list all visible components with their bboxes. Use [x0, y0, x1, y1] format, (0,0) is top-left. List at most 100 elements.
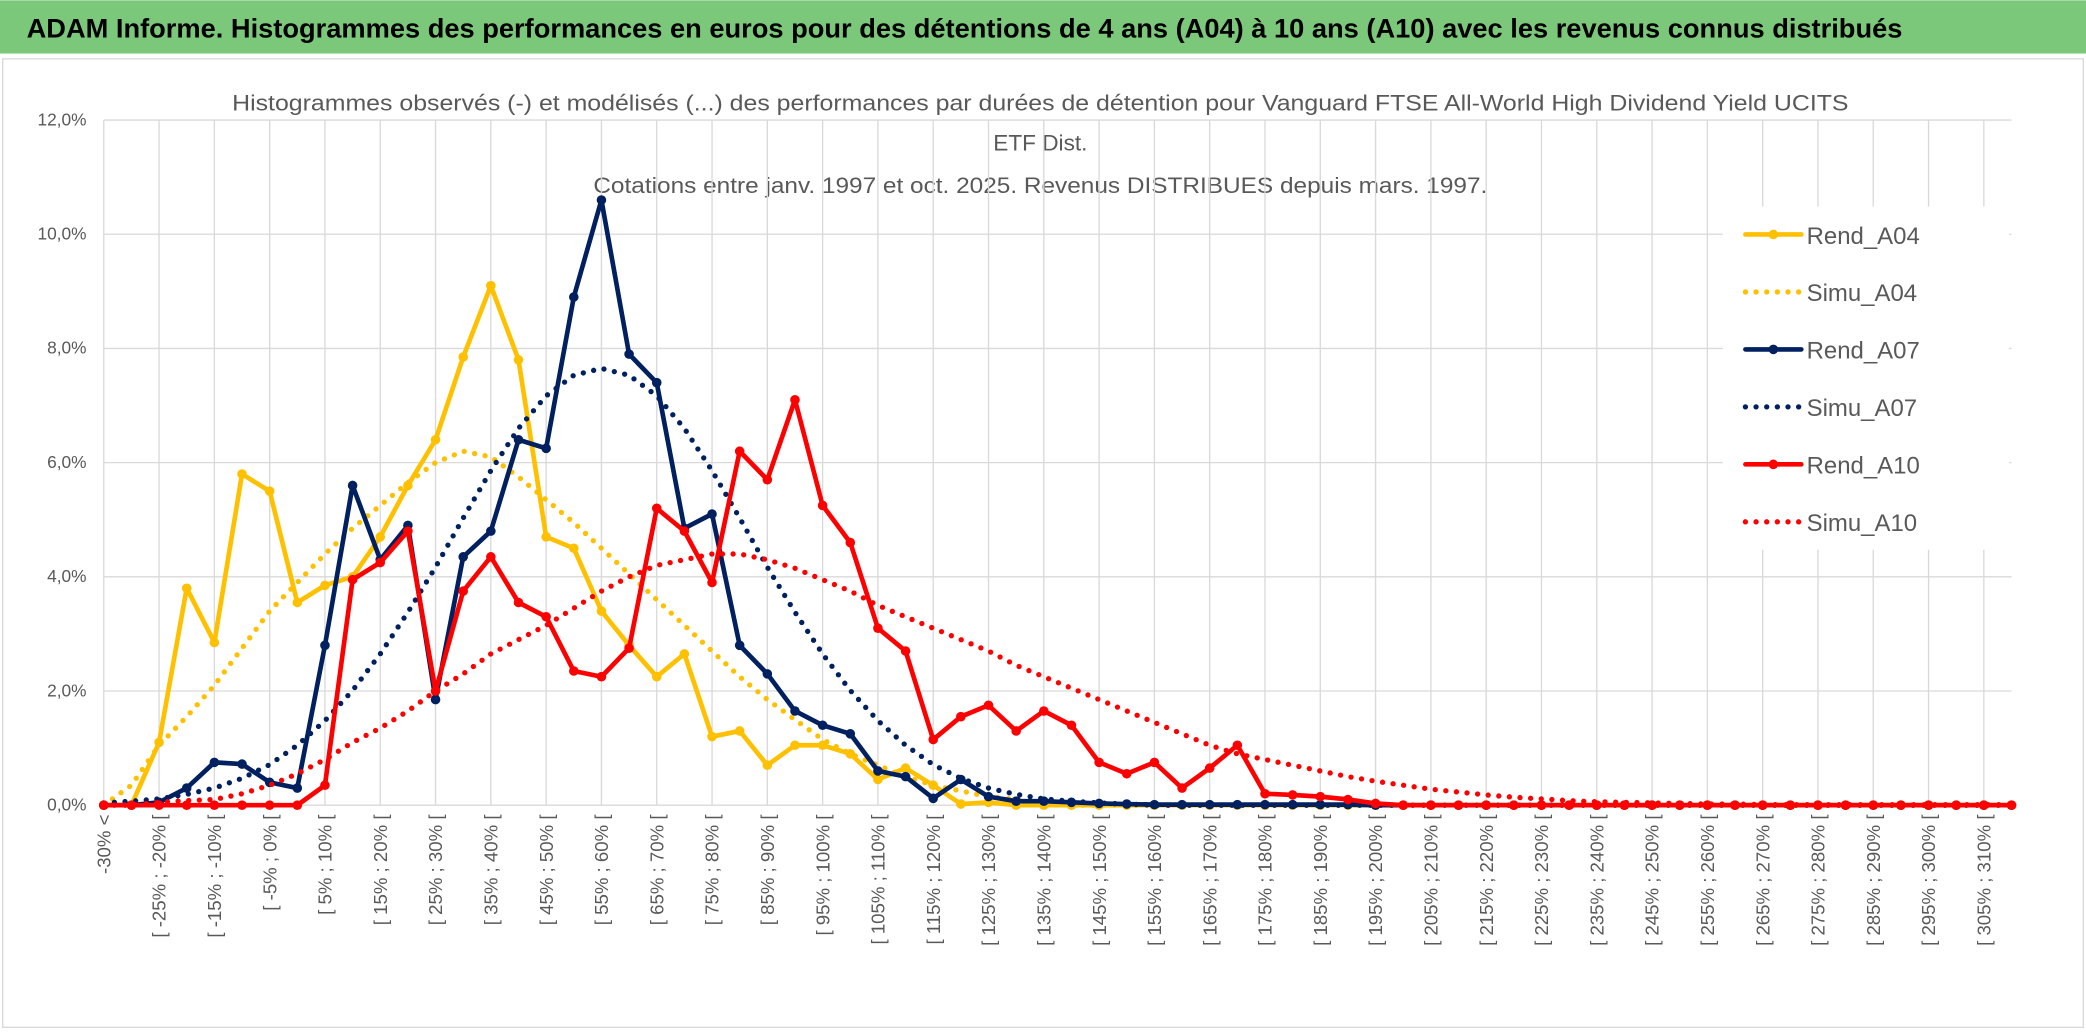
y-tick-label: 10,0% — [37, 224, 86, 244]
x-tick-label: [ 65% ; 70% [ — [646, 814, 667, 926]
data-point — [651, 377, 662, 388]
legend-label: Rend_A10 — [1807, 453, 1920, 480]
x-tick-label: [ 185% ; 190% [ — [1310, 814, 1331, 946]
data-point — [956, 711, 966, 722]
data-point — [209, 800, 220, 810]
data-point — [1094, 757, 1104, 768]
data-point — [181, 783, 192, 793]
y-tick-label: 0,0% — [47, 795, 86, 815]
data-point — [1370, 798, 1381, 809]
x-tick-label: [ 35% ; 40% [ — [480, 814, 501, 926]
data-point — [900, 646, 911, 656]
series-line — [101, 551, 2015, 808]
series-line — [101, 365, 2015, 808]
data-point — [1232, 740, 1243, 751]
data-point — [1343, 794, 1353, 805]
data-point — [679, 526, 690, 536]
data-point — [458, 586, 468, 596]
x-tick-label: [ 205% ; 210% [ — [1421, 814, 1442, 946]
data-point — [596, 195, 607, 205]
data-point — [237, 800, 247, 810]
data-point — [734, 726, 745, 736]
data-point — [1177, 783, 1187, 793]
x-tick-label: [ 55% ; 60% [ — [591, 814, 612, 926]
data-point — [707, 509, 717, 519]
data-point — [181, 583, 192, 594]
y-tick-label: 8,0% — [47, 338, 86, 358]
data-point — [430, 434, 441, 445]
data-point — [790, 740, 800, 751]
data-point — [1398, 800, 1409, 810]
data-point — [845, 537, 856, 548]
data-point — [1785, 800, 1796, 810]
chart-title: Histogrammes observés (-) et modélisés (… — [232, 91, 1848, 116]
x-tick-label: -30% < — [93, 815, 114, 874]
data-point — [486, 280, 496, 291]
x-tick-label: [ 125% ; 130% [ — [978, 814, 999, 946]
x-tick-label: [ 145% ; 150% [ — [1089, 814, 1110, 946]
y-tick-label: 6,0% — [47, 452, 86, 472]
x-tick-label: [ 95% ; 100% [ — [812, 814, 833, 936]
data-point — [541, 443, 551, 454]
data-point — [292, 597, 303, 608]
x-tick-label: [ 105% ; 110% [ — [868, 814, 889, 945]
x-tick-label: [ 85% ; 90% [ — [757, 814, 778, 926]
data-point — [541, 532, 551, 542]
x-tick-label: [ 5% ; 10% [ — [315, 814, 336, 915]
y-tick-label: 4,0% — [47, 566, 86, 586]
x-tick-label: [ 215% ; 220% [ — [1476, 814, 1497, 946]
x-tick-label: [ 155% ; 160% [ — [1144, 814, 1165, 946]
x-tick-label: [ 235% ; 240% [ — [1586, 814, 1607, 946]
x-tick-label: [ -15% ; -10% [ — [204, 814, 225, 938]
legend-label: Simu_A07 — [1807, 395, 1917, 422]
data-point — [513, 434, 524, 445]
chart-border — [1, 58, 2085, 1029]
x-tick-label: [ 225% ; 230% [ — [1531, 814, 1552, 946]
data-point — [624, 643, 634, 653]
data-point — [264, 486, 275, 496]
data-point — [513, 355, 524, 365]
data-point — [292, 800, 303, 810]
x-tick-label: [ 175% ; 180% [ — [1255, 814, 1276, 946]
data-point — [1094, 798, 1104, 809]
x-tick-label: [ 305% ; 310% [ — [1974, 814, 1995, 946]
data-point — [1039, 706, 1049, 716]
chart-title: Cotations entre janv. 1997 et oct. 2025.… — [593, 173, 1487, 198]
data-point — [403, 526, 413, 536]
legend-label: Simu_A04 — [1807, 280, 1917, 307]
data-point — [1204, 763, 1215, 773]
data-point — [790, 706, 800, 716]
grid: 0,0% 2,0% 4,0% 6,0% 8,0% 10,0% 12,0% -30% < [ -2… — [37, 109, 2012, 946]
data-point — [734, 640, 745, 651]
x-tick-label: [ 295% ; 300% [ — [1918, 814, 1939, 946]
data-point — [1287, 790, 1298, 800]
data-point — [873, 774, 883, 785]
legend-marker — [1768, 229, 1779, 240]
x-tick-label: [ 275% ; 280% [ — [1808, 814, 1829, 946]
data-point — [237, 759, 247, 769]
data-point — [900, 771, 911, 782]
data-point — [541, 611, 551, 622]
x-tick-label: [ -25% ; -20% [ — [149, 814, 170, 938]
data-point — [1011, 796, 1021, 806]
data-point — [320, 580, 330, 591]
data-point — [1453, 800, 1464, 810]
data-point — [624, 349, 634, 359]
data-point — [513, 597, 524, 608]
data-point — [1011, 726, 1021, 736]
data-point — [1315, 791, 1326, 802]
legend-marker — [1768, 459, 1779, 470]
data-point — [126, 800, 137, 810]
data-point — [1121, 768, 1132, 779]
data-point — [651, 503, 662, 514]
y-tick-label: 2,0% — [47, 680, 86, 700]
data-point — [983, 700, 994, 711]
legend-marker — [1768, 344, 1779, 355]
data-point — [596, 671, 607, 682]
data-point — [817, 500, 828, 511]
data-point — [790, 395, 800, 405]
legend-box — [1722, 206, 2009, 550]
x-tick-label: [ 265% ; 270% [ — [1752, 814, 1773, 946]
data-point — [237, 469, 247, 479]
